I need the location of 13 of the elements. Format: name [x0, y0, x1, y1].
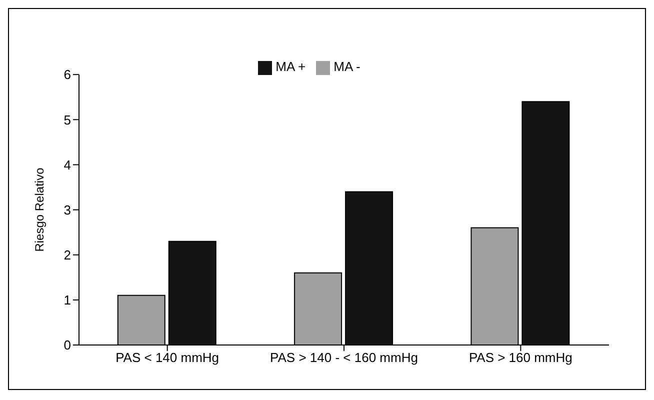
y-tick-label: 0 — [64, 338, 71, 353]
y-tick-label: 4 — [64, 157, 71, 172]
y-tick-label: 5 — [64, 112, 71, 128]
x-tick-label: PAS > 160 mmHg — [468, 350, 572, 366]
y-axis-title: Riesgo Relativo — [32, 167, 46, 252]
y-tick-label: 1 — [64, 292, 71, 308]
x-tick-label: PAS > 140 - < 160 mmHg — [270, 350, 418, 366]
legend-label: MA + — [276, 59, 306, 74]
legend-label: MA - — [334, 59, 360, 74]
y-tick-label: 3 — [64, 202, 71, 218]
y-tick-label: 6 — [64, 67, 71, 82]
x-tick-label: PAS < 140 mmHg — [116, 350, 220, 366]
y-tick-label: 2 — [64, 247, 71, 262]
